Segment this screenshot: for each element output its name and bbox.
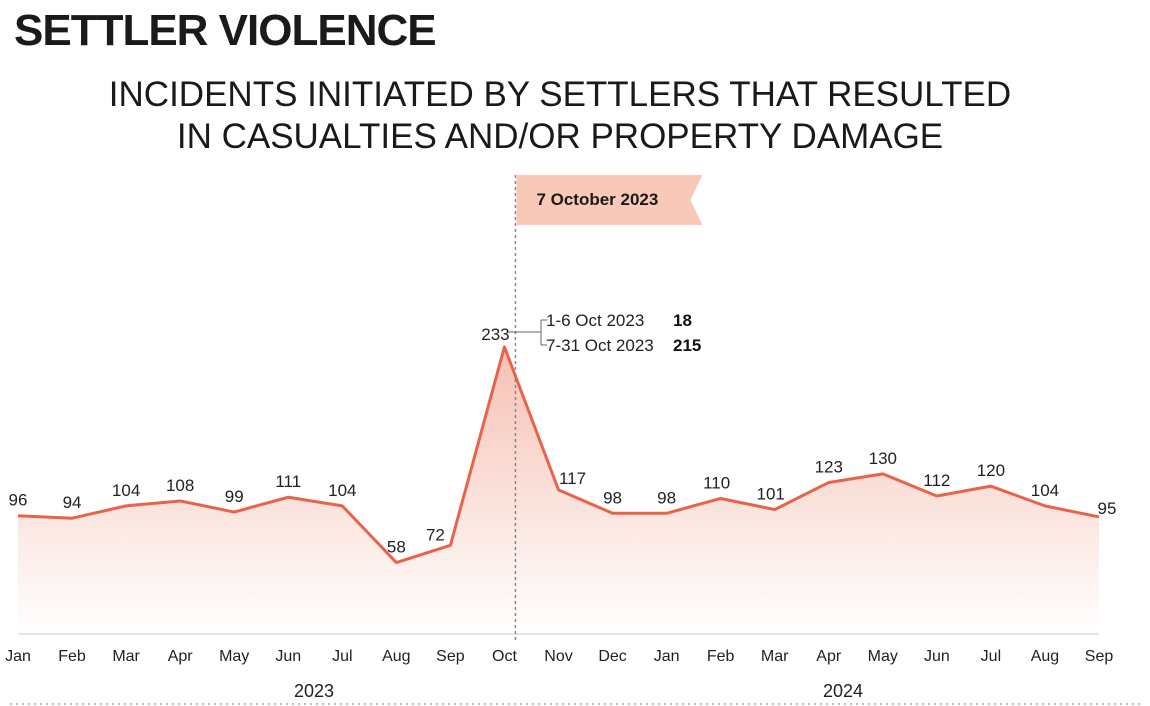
x-tick-label: Jun: [275, 648, 301, 665]
data-label: 95: [1098, 499, 1117, 518]
data-label: 130: [869, 449, 897, 468]
data-label: 99: [225, 487, 244, 506]
data-label: 98: [657, 488, 676, 507]
breakdown-value: 18: [673, 311, 692, 330]
x-tick-label: Mar: [112, 648, 140, 665]
x-tick-label: Jan: [5, 648, 31, 665]
data-label: 58: [387, 538, 406, 557]
data-label: 117: [559, 469, 586, 488]
x-tick-label: Jul: [981, 648, 1001, 665]
data-label: 233: [481, 325, 509, 344]
data-label: 104: [1031, 481, 1059, 500]
data-label: 101: [757, 485, 785, 504]
x-tick-label: Aug: [382, 648, 410, 665]
x-tick-label: May: [219, 648, 249, 665]
data-label: 96: [9, 491, 28, 510]
data-label: 94: [63, 493, 82, 512]
x-tick-label: Feb: [58, 648, 86, 665]
data-label: 108: [166, 476, 194, 495]
data-label: 120: [977, 461, 1005, 480]
x-tick-label: May: [868, 648, 898, 665]
data-label: 72: [426, 525, 445, 544]
x-tick-label: Sep: [436, 648, 465, 665]
x-tick-label: Apr: [168, 648, 194, 665]
series-line: [17, 345, 1100, 565]
x-tick-label: Mar: [761, 648, 789, 665]
year-label: 2024: [823, 681, 863, 701]
x-tick-label: Sep: [1085, 648, 1114, 665]
data-label: 104: [328, 481, 356, 500]
data-label: 98: [603, 488, 622, 507]
event-flag-label: 7 October 2023: [536, 190, 658, 209]
data-label: 111: [275, 472, 301, 491]
event-flag: [516, 175, 703, 225]
chart-title-line-2: IN CASUALTIES AND/OR PROPERTY DAMAGE: [176, 117, 944, 156]
data-label: 112: [923, 471, 950, 490]
x-tick-label: Aug: [1031, 648, 1059, 665]
x-tick-label: Oct: [492, 648, 517, 665]
data-label: 104: [112, 481, 140, 500]
page-heading: SETTLER VIOLENCE: [14, 6, 437, 55]
x-tick-label: Jun: [924, 648, 950, 665]
breakdown-label: 1-6 Oct 2023: [546, 311, 644, 330]
x-tick-label: Jul: [332, 648, 352, 665]
breakdown-label: 7-31 Oct 2023: [546, 336, 654, 355]
breakdown-bracket: [508, 319, 547, 346]
x-tick-label: Dec: [598, 648, 626, 665]
data-label: 123: [815, 457, 843, 476]
x-tick-label: Apr: [816, 648, 842, 665]
data-label: 110: [703, 473, 730, 492]
x-tick-label: Feb: [707, 648, 735, 665]
x-tick-label: Jan: [654, 648, 680, 665]
year-label: 2023: [294, 681, 334, 701]
breakdown-value: 215: [673, 336, 701, 355]
x-tick-label: Nov: [544, 648, 572, 665]
chart-title-line-1: INCIDENTS INITIATED BY SETTLERS THAT RES…: [108, 75, 1012, 114]
